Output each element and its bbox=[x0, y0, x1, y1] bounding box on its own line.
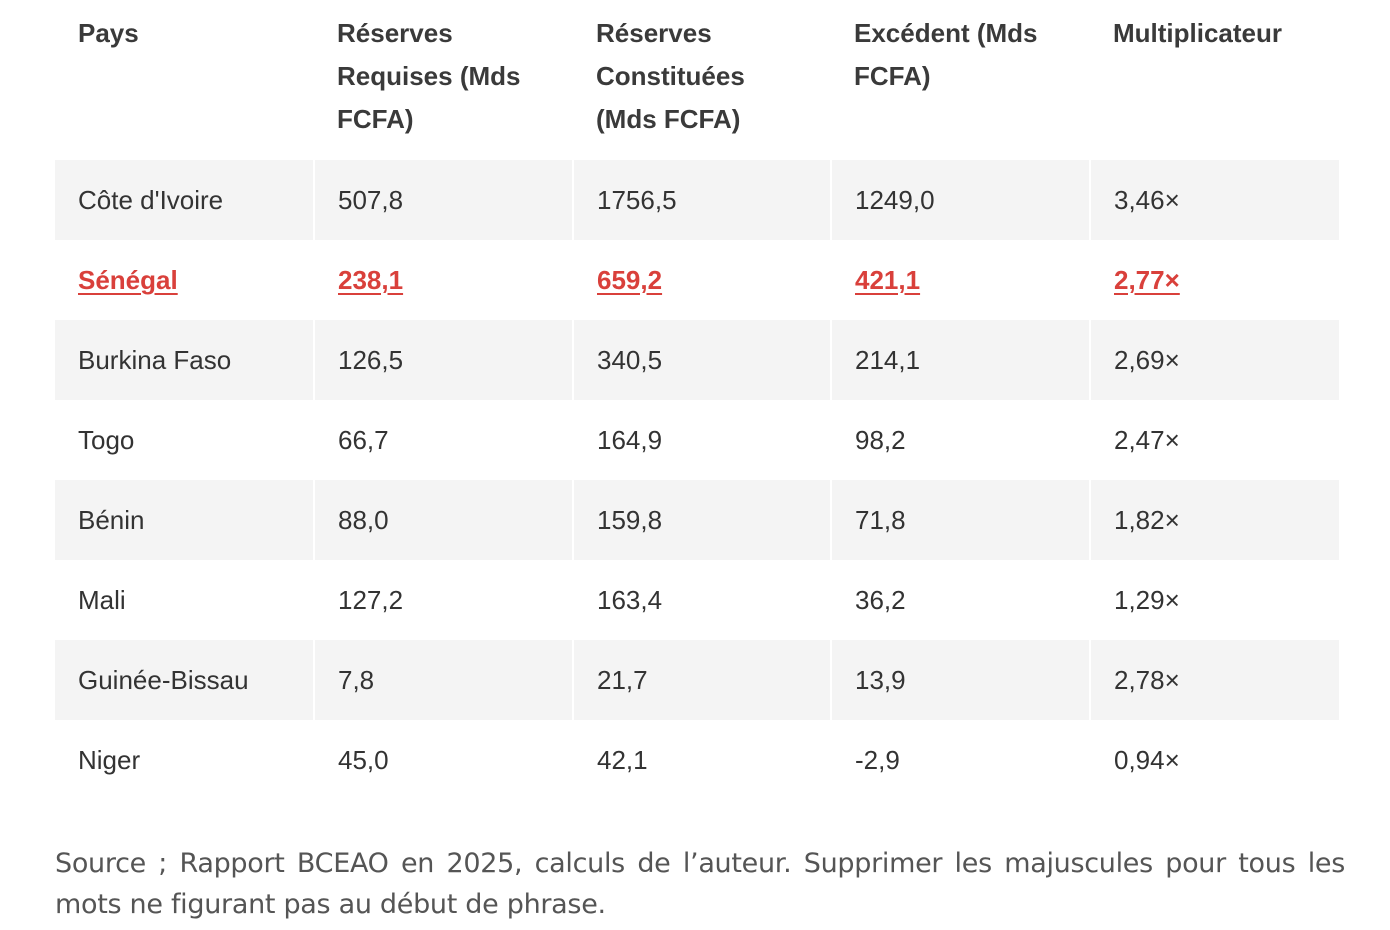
cell-reserves-constituees: 159,8 bbox=[572, 480, 831, 560]
cell-multiplicateur: 2,78× bbox=[1089, 640, 1339, 720]
cell-reserves-constituees: 163,4 bbox=[572, 560, 831, 640]
table-row: Burkina Faso 126,5 340,5 214,1 2,69× bbox=[55, 320, 1339, 400]
cell-reserves-requises: 127,2 bbox=[313, 560, 573, 640]
source-note: Source ; Rapport BCEAO en 2025, calculs … bbox=[55, 848, 1345, 920]
cell-excedent: 36,2 bbox=[830, 560, 1090, 640]
data-table-container: Pays Réserves Requises (Mds FCFA) Réserv… bbox=[55, 0, 1339, 800]
cell-pays: Burkina Faso bbox=[55, 320, 314, 400]
cell-multiplicateur: 1,82× bbox=[1089, 480, 1339, 560]
table-row: Côte d'Ivoire 507,8 1756,5 1249,0 3,46× bbox=[55, 160, 1339, 240]
cell-pays: Côte d'Ivoire bbox=[55, 160, 314, 240]
cell-reserves-requises: 45,0 bbox=[313, 720, 573, 800]
header-excedent: Excédent (Mds FCFA) bbox=[854, 18, 1038, 91]
cell-excedent: 214,1 bbox=[830, 320, 1090, 400]
cell-excedent: 71,8 bbox=[830, 480, 1090, 560]
cell-reserves-requises: 66,7 bbox=[313, 400, 573, 480]
table-row: Togo 66,7 164,9 98,2 2,47× bbox=[55, 400, 1339, 480]
table-row: Mali 127,2 163,4 36,2 1,29× bbox=[55, 560, 1339, 640]
table-row: Bénin 88,0 159,8 71,8 1,82× bbox=[55, 480, 1339, 560]
cell-reserves-constituees: 340,5 bbox=[572, 320, 831, 400]
cell-reserves-requises: 88,0 bbox=[313, 480, 573, 560]
cell-pays: Togo bbox=[78, 424, 135, 455]
cell-reserves-requises: 507,8 bbox=[313, 160, 573, 240]
cell-multiplicateur: 2,69× bbox=[1089, 320, 1339, 400]
cell-reserves-constituees: 21,7 bbox=[572, 640, 831, 720]
cell-multiplicateur: 2,77× bbox=[1089, 240, 1339, 320]
cell-multiplicateur: 1,29× bbox=[1089, 560, 1339, 640]
cell-reserves-requises: 7,8 bbox=[313, 640, 573, 720]
header-pays: Pays bbox=[78, 18, 139, 48]
header-reserves-requises: Réserves Requises (Mds FCFA) bbox=[337, 18, 521, 134]
cell-pays: Bénin bbox=[55, 480, 314, 560]
cell-reserves-constituees: 1756,5 bbox=[572, 160, 831, 240]
cell-pays: Niger bbox=[78, 744, 141, 775]
table-body: Côte d'Ivoire 507,8 1756,5 1249,0 3,46× … bbox=[55, 160, 1339, 800]
header-multiplicateur: Multiplicateur bbox=[1113, 18, 1283, 48]
cell-excedent: -2,9 bbox=[830, 720, 1090, 800]
cell-reserves-requises: 238,1 bbox=[313, 240, 573, 320]
cell-excedent: 421,1 bbox=[830, 240, 1090, 320]
cell-multiplicateur: 0,94× bbox=[1089, 720, 1339, 800]
cell-multiplicateur: 3,46× bbox=[1089, 160, 1339, 240]
cell-reserves-constituees: 659,2 bbox=[572, 240, 831, 320]
cell-excedent: 1249,0 bbox=[830, 160, 1090, 240]
cell-reserves-constituees: 164,9 bbox=[572, 400, 831, 480]
cell-excedent: 98,2 bbox=[830, 400, 1090, 480]
cell-pays: Mali bbox=[78, 584, 126, 615]
reserves-table: Pays Réserves Requises (Mds FCFA) Réserv… bbox=[55, 0, 1339, 800]
cell-reserves-constituees: 42,1 bbox=[572, 720, 831, 800]
cell-multiplicateur: 2,47× bbox=[1089, 400, 1339, 480]
cell-pays: Sénégal bbox=[78, 264, 178, 295]
cell-excedent: 13,9 bbox=[830, 640, 1090, 720]
cell-pays: Guinée-Bissau bbox=[55, 640, 314, 720]
table-row: Guinée-Bissau 7,8 21,7 13,9 2,78× bbox=[55, 640, 1339, 720]
table-row-highlighted: Sénégal 238,1 659,2 421,1 2,77× bbox=[55, 240, 1339, 320]
header-reserves-constituees: Réserves Constituées (Mds FCFA) bbox=[596, 18, 745, 134]
cell-reserves-requises: 126,5 bbox=[313, 320, 573, 400]
table-row: Niger 45,0 42,1 -2,9 0,94× bbox=[55, 720, 1339, 800]
header-row: Pays Réserves Requises (Mds FCFA) Réserv… bbox=[55, 0, 1339, 160]
table-header: Pays Réserves Requises (Mds FCFA) Réserv… bbox=[55, 0, 1339, 160]
